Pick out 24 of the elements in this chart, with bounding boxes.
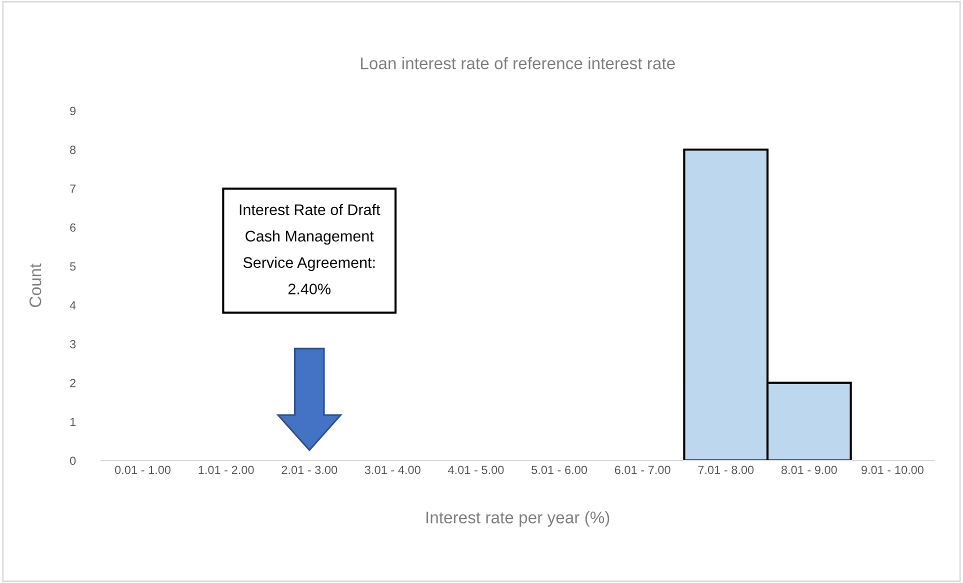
x-tick-label: 1.01 - 2.00 xyxy=(198,466,254,474)
x-tick-label: 0.01 - 1.00 xyxy=(115,466,171,474)
annotation: Interest Rate of Draft Cash Management Service Agreement: 2.40% xyxy=(240,204,380,294)
y-tick-label: 7 xyxy=(70,184,76,193)
y-tick-label: 1 xyxy=(70,418,76,426)
y-tick-label: 0 xyxy=(70,456,76,465)
chart-title: Loan interest rate of reference interest rate xyxy=(361,57,675,70)
x-tick-label: 3.01 - 4.00 xyxy=(364,466,420,474)
y-tick-label: 5 xyxy=(70,262,76,271)
x-tick-label: 7.01 - 8.00 xyxy=(698,466,754,474)
y-tick-label: 9 xyxy=(70,106,76,116)
x-tick-label: 9.01 - 10.00 xyxy=(862,466,924,474)
x-tick-label: 8.01 - 9.00 xyxy=(781,466,837,474)
x-axis-title: Interest rate per year (%) xyxy=(426,511,610,527)
x-tick-label: 4.01 - 5.00 xyxy=(448,466,504,474)
x-tick-label: 5.01 - 6.00 xyxy=(532,466,588,474)
x-tick-label: 6.01 - 7.00 xyxy=(614,466,670,474)
y-tick-label: 8 xyxy=(70,146,76,154)
y-tick-label: 2 xyxy=(70,378,76,388)
y-tick-label: 3 xyxy=(70,340,76,348)
x-tick-label: 2.01 - 3.00 xyxy=(282,466,338,474)
y-tick-label: 6 xyxy=(70,223,76,232)
y-axis-title: Count xyxy=(29,264,42,308)
y-tick-label: 4 xyxy=(70,301,76,310)
